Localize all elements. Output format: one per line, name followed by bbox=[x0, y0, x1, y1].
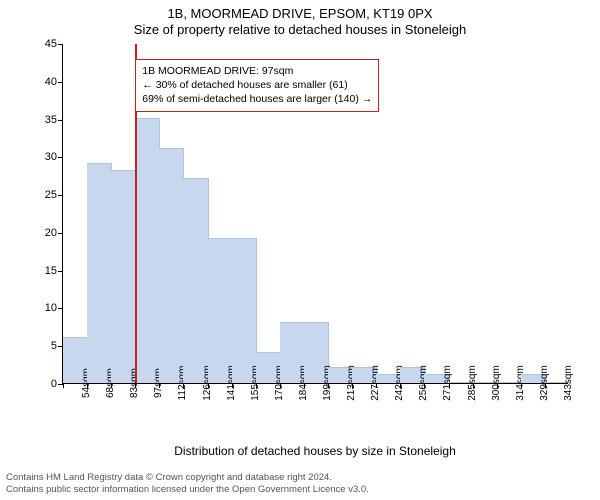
y-tick-mark bbox=[58, 44, 63, 45]
x-tick-mark bbox=[280, 383, 281, 388]
x-tick-mark bbox=[545, 383, 546, 388]
annotation-line: 1B MOORMEAD DRIVE: 97sqm bbox=[142, 64, 372, 78]
histogram-bar bbox=[135, 118, 160, 383]
footer-line: Contains HM Land Registry data © Crown c… bbox=[6, 472, 369, 484]
y-tick-mark bbox=[58, 157, 63, 158]
histogram-bar bbox=[111, 170, 136, 383]
chart-subtitle: Size of property relative to detached ho… bbox=[0, 22, 600, 37]
x-tick-mark bbox=[87, 383, 88, 388]
x-tick-mark bbox=[424, 383, 425, 388]
x-tick-label: 329sqm bbox=[533, 365, 550, 401]
annotation-line: 69% of semi-detached houses are larger (… bbox=[142, 92, 372, 106]
annotation-line: ← 30% of detached houses are smaller (61… bbox=[142, 78, 372, 92]
histogram-bar bbox=[183, 178, 208, 383]
x-tick-mark bbox=[183, 383, 184, 388]
x-axis-label: Distribution of detached houses by size … bbox=[62, 444, 568, 458]
y-tick-mark bbox=[58, 233, 63, 234]
x-tick-mark bbox=[497, 383, 498, 388]
x-tick-mark bbox=[159, 383, 160, 388]
y-tick-mark bbox=[58, 120, 63, 121]
x-tick-label: 227sqm bbox=[364, 365, 381, 401]
x-tick-label: 285sqm bbox=[461, 365, 478, 401]
attribution-footer: Contains HM Land Registry data © Crown c… bbox=[6, 472, 369, 496]
x-tick-mark bbox=[376, 383, 377, 388]
x-tick-mark bbox=[256, 383, 257, 388]
histogram-bar bbox=[87, 163, 112, 383]
x-tick-mark bbox=[521, 383, 522, 388]
x-tick-mark bbox=[473, 383, 474, 388]
x-tick-mark bbox=[304, 383, 305, 388]
x-tick-label: 314sqm bbox=[509, 365, 526, 401]
x-tick-mark bbox=[63, 383, 64, 388]
x-tick-label: 271sqm bbox=[436, 365, 453, 401]
chart-title: 1B, MOORMEAD DRIVE, EPSOM, KT19 0PX bbox=[0, 6, 600, 21]
y-tick-mark bbox=[58, 308, 63, 309]
annotation-box: 1B MOORMEAD DRIVE: 97sqm← 30% of detache… bbox=[135, 59, 379, 112]
x-tick-label: 256sqm bbox=[412, 365, 429, 401]
x-tick-mark bbox=[111, 383, 112, 388]
x-tick-mark bbox=[208, 383, 209, 388]
histogram-bar bbox=[232, 238, 257, 383]
histogram-bar bbox=[159, 148, 184, 383]
x-tick-mark bbox=[135, 383, 136, 388]
footer-line: Contains public sector information licen… bbox=[6, 484, 369, 496]
y-tick-mark bbox=[58, 82, 63, 83]
histogram-bar bbox=[208, 238, 233, 383]
x-tick-mark bbox=[400, 383, 401, 388]
x-tick-label: 300sqm bbox=[485, 365, 502, 401]
y-tick-mark bbox=[58, 271, 63, 272]
plot-area: 05101520253035404554sqm68sqm83sqm97sqm11… bbox=[62, 44, 568, 384]
x-tick-mark bbox=[232, 383, 233, 388]
x-tick-label: 343sqm bbox=[557, 365, 574, 401]
x-tick-mark bbox=[449, 383, 450, 388]
x-tick-mark bbox=[328, 383, 329, 388]
x-tick-mark bbox=[352, 383, 353, 388]
chart-page: 1B, MOORMEAD DRIVE, EPSOM, KT19 0PX Size… bbox=[0, 0, 600, 500]
y-tick-mark bbox=[58, 195, 63, 196]
